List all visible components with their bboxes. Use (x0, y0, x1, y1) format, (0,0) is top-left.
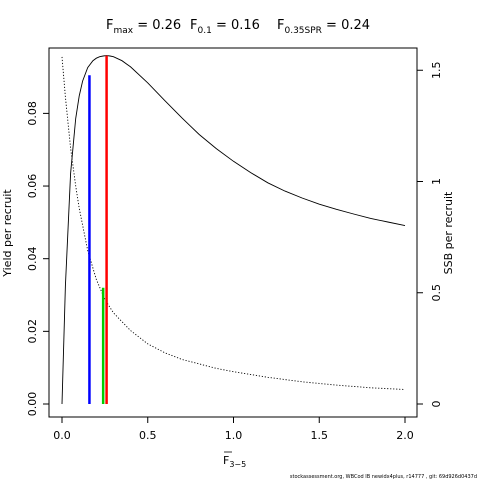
title-fmax-main: F (106, 18, 113, 33)
x-tick-label: 2.0 (396, 429, 414, 442)
series-layer (61, 55, 406, 405)
y-left-tick-label: 0.04 (26, 246, 39, 271)
x-tick-label: 1.0 (225, 429, 243, 442)
title-fmax: Fmax = 0.26 (106, 18, 181, 36)
title-f01: F0.1 = 0.16 (190, 18, 260, 36)
title-f35spr-value: = 0.24 (322, 18, 370, 33)
y-right-tick-label: 0.5 (430, 284, 443, 302)
x-tick-label: 0.5 (139, 429, 157, 442)
x-axis-label-sub: 3−5 (229, 460, 246, 469)
y-right-tick-label: 1 (430, 178, 443, 185)
title-f01-main: F (190, 18, 197, 33)
x-axis-label-main: F (223, 454, 229, 467)
series-ypr-line (61, 55, 406, 405)
y-right-tick-label: 1.5 (430, 62, 443, 80)
title-f35spr-sub: 0.35SPR (284, 26, 321, 36)
reference-lines (88, 55, 108, 404)
title: Fmax = 0.26 F0.1 = 0.16 F0.35SPR = 0.24 (106, 18, 370, 36)
title-fmax-sub: max (113, 26, 133, 36)
footer-credit: stockassessment.org, WBCod IB newidx4plu… (290, 474, 477, 480)
x-tick-label: 1.5 (311, 429, 329, 442)
x-axis-label-text: F3−5 (223, 454, 246, 469)
title-f35spr: F0.35SPR = 0.24 (277, 18, 370, 36)
y-left-tick-label: 0.02 (26, 319, 39, 344)
title-fmax-value: = 0.26 (133, 18, 181, 33)
title-f35spr-main: F (277, 18, 284, 33)
y-left-tick-label: 0.06 (26, 174, 39, 199)
y-left-tick-label: 0.00 (26, 392, 39, 417)
axis-ticks: 0.0 0.5 1.0 1.5 2.0 0.00 0.02 0.04 0.06 0.08 0 0.5 1… (26, 62, 443, 442)
y-axis-left-label: Yield per recruit (1, 189, 14, 278)
title-f01-value: = 0.16 (212, 18, 260, 33)
y-left-tick-label: 0.08 (26, 101, 39, 126)
y-axis-right-label: SSB per recruit (442, 191, 455, 274)
y-right-tick-label: 0 (430, 401, 443, 408)
x-axis-label: F3−5 (223, 451, 246, 469)
series-spr-line (61, 56, 406, 390)
title-f01-sub: 0.1 (197, 26, 211, 36)
x-tick-label: 0.0 (53, 429, 71, 442)
